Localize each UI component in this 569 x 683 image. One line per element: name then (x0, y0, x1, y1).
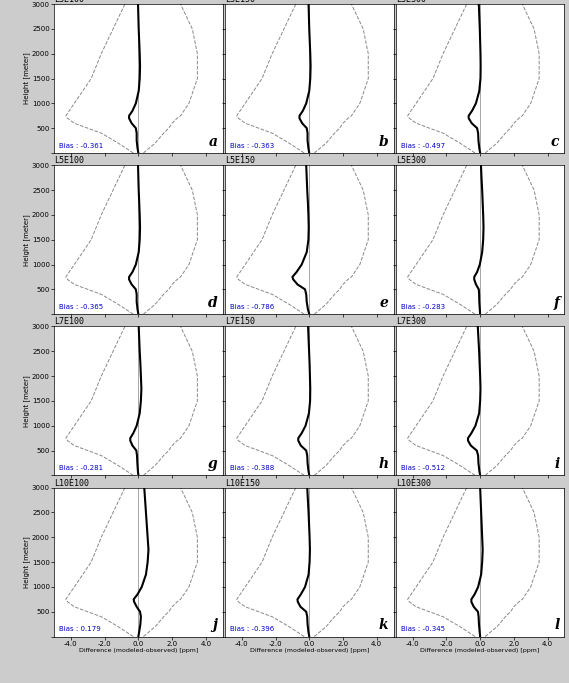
Text: c: c (551, 135, 559, 148)
Text: Bias : -0.388: Bias : -0.388 (230, 465, 274, 471)
Text: L7E100: L7E100 (54, 318, 84, 326)
Text: Bias : -0.512: Bias : -0.512 (401, 465, 445, 471)
Text: g: g (208, 457, 217, 471)
Text: b: b (379, 135, 389, 148)
Text: Bias : -0.281: Bias : -0.281 (59, 465, 103, 471)
Text: Bias : -0.361: Bias : -0.361 (59, 143, 104, 148)
Y-axis label: Height [meter]: Height [meter] (24, 536, 31, 588)
X-axis label: Difference (modeled-observed) [ppm]: Difference (modeled-observed) [ppm] (79, 648, 198, 653)
Text: Bias : -0.283: Bias : -0.283 (401, 304, 445, 309)
Text: L7E150: L7E150 (225, 318, 255, 326)
Text: e: e (380, 296, 389, 309)
Text: l: l (554, 618, 559, 632)
Text: a: a (209, 135, 217, 148)
X-axis label: Difference (modeled-observed) [ppm]: Difference (modeled-observed) [ppm] (250, 648, 369, 653)
Text: L5E100: L5E100 (54, 156, 84, 165)
Text: Bias : -0.786: Bias : -0.786 (230, 304, 274, 309)
Text: Bias : -0.363: Bias : -0.363 (230, 143, 274, 148)
Text: Bias : -0.396: Bias : -0.396 (230, 626, 274, 632)
Text: Bias : 0.179: Bias : 0.179 (59, 626, 101, 632)
Text: d: d (208, 296, 217, 309)
Text: f: f (554, 296, 559, 309)
Text: Bias : -0.365: Bias : -0.365 (59, 304, 103, 309)
Y-axis label: Height [meter]: Height [meter] (24, 214, 31, 266)
Text: L3E100: L3E100 (54, 0, 84, 4)
Text: Bias : -0.345: Bias : -0.345 (401, 626, 445, 632)
Y-axis label: Height [meter]: Height [meter] (24, 53, 31, 104)
Text: L3E150: L3E150 (225, 0, 255, 4)
Text: L7E300: L7E300 (396, 318, 426, 326)
Text: L10E300: L10E300 (396, 479, 431, 488)
Text: j: j (213, 618, 217, 632)
Text: L10E100: L10E100 (54, 479, 89, 488)
Text: L3E300: L3E300 (396, 0, 426, 4)
Text: L10E150: L10E150 (225, 479, 260, 488)
Text: i: i (554, 457, 559, 471)
Text: k: k (379, 618, 389, 632)
Y-axis label: Height [meter]: Height [meter] (24, 375, 31, 427)
X-axis label: Difference (modeled-observed) [ppm]: Difference (modeled-observed) [ppm] (420, 648, 540, 653)
Text: L5E150: L5E150 (225, 156, 255, 165)
Text: Bias : -0.497: Bias : -0.497 (401, 143, 445, 148)
Text: h: h (378, 457, 389, 471)
Text: L5E300: L5E300 (396, 156, 426, 165)
